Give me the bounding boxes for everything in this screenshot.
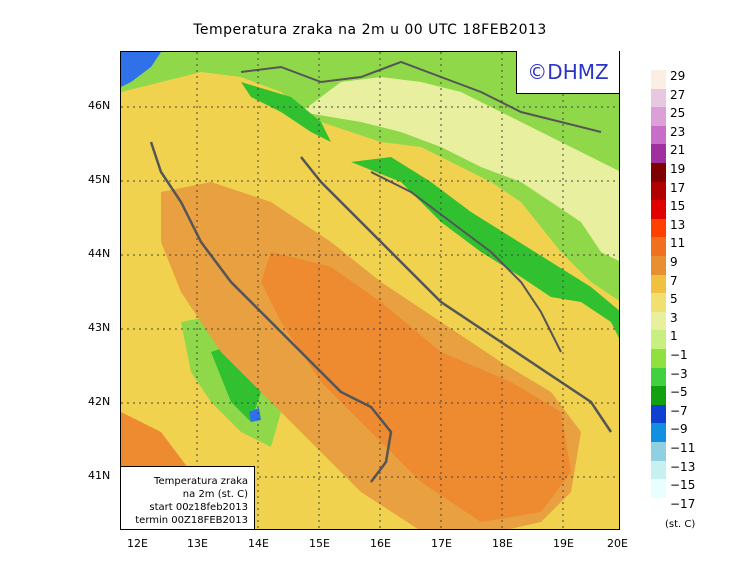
dhmz-logo: ©DHMZ xyxy=(516,51,619,94)
lon-label-12e: 12E xyxy=(127,537,148,550)
legend-swatch xyxy=(651,311,666,331)
legend-swatch xyxy=(651,107,666,126)
legend-level-label: 23 xyxy=(670,124,686,139)
legend-level-label: −5 xyxy=(670,385,688,400)
graticule xyxy=(121,52,619,529)
legend-swatch xyxy=(651,125,666,145)
map-title: Temperatura zraka na 2m u 00 UTC 18FEB20… xyxy=(193,22,547,38)
legend-swatch xyxy=(651,256,666,275)
border-line xyxy=(240,60,602,133)
info-line-4: termin 00Z18FEB2013 xyxy=(135,515,248,526)
legend-swatch xyxy=(651,442,666,461)
legend-swatch xyxy=(651,293,666,312)
legend-swatch xyxy=(651,200,666,219)
legend-swatch xyxy=(651,367,666,387)
legend-swatch xyxy=(651,349,666,368)
legend-swatch xyxy=(651,181,666,201)
info-box: Temperatura zraka na 2m (st. C) start 00… xyxy=(120,466,255,530)
alps-dark-green xyxy=(241,82,331,142)
lat-label-41n: 41N xyxy=(88,469,111,482)
lat-label-43n: 43N xyxy=(88,321,111,334)
legend-level-label: 17 xyxy=(670,180,686,195)
legend-swatch xyxy=(651,237,666,256)
legend-level-label: −7 xyxy=(670,403,688,418)
legend-swatch xyxy=(651,144,666,163)
north-cool-zone xyxy=(301,77,619,261)
legend-swatch xyxy=(651,88,666,108)
legend-swatch xyxy=(651,386,666,405)
lon-label-20e: 20E xyxy=(607,537,628,550)
legend-swatch xyxy=(651,460,666,480)
legend-level-label: 9 xyxy=(670,255,678,269)
legend-level-label: 15 xyxy=(670,199,686,214)
legend-level-label: −9 xyxy=(670,422,688,437)
info-line-3: start 00z18feb2013 xyxy=(149,502,248,513)
lon-label-16e: 16E xyxy=(370,537,391,550)
legend-level-label: −17 xyxy=(670,496,696,511)
temperature-map xyxy=(120,51,620,530)
inland-border-line xyxy=(370,171,562,353)
legend-level-label: 29 xyxy=(670,69,686,83)
legend-level-label: −11 xyxy=(670,441,696,455)
legend-level-label: 3 xyxy=(670,310,678,325)
lat-label-45n: 45N xyxy=(88,173,111,186)
legend-level-label: 19 xyxy=(670,162,686,176)
legend-swatch xyxy=(651,274,666,294)
lon-label-17e: 17E xyxy=(431,537,452,550)
legend-level-label: −1 xyxy=(670,348,688,362)
lon-label-19e: 19E xyxy=(553,537,574,550)
legend-level-label: 27 xyxy=(670,87,686,102)
lat-label-46n: 46N xyxy=(88,99,111,112)
legend-swatch xyxy=(651,423,666,442)
info-line-2: na 2m (st. C) xyxy=(182,489,248,500)
legend-swatch xyxy=(651,330,666,349)
legend-level-label: 7 xyxy=(670,273,678,288)
legend-unit: (st. C) xyxy=(665,519,696,530)
info-line-1: Temperatura zraka xyxy=(154,476,248,487)
legend-level-label: 11 xyxy=(670,236,686,251)
legend-level-label: 13 xyxy=(670,217,686,232)
legend-level-label: 1 xyxy=(670,329,678,344)
lat-label-44n: 44N xyxy=(88,247,111,260)
legend-level-label: 21 xyxy=(670,143,686,158)
legend-swatch xyxy=(651,70,666,89)
italy-coast-line xyxy=(149,141,393,483)
lon-label-14e: 14E xyxy=(248,537,269,550)
lon-label-18e: 18E xyxy=(492,537,513,550)
legend-swatch xyxy=(651,163,666,182)
legend-level-label: 25 xyxy=(670,106,686,121)
legend-swatch xyxy=(651,404,666,424)
lon-label-15e: 15E xyxy=(309,537,330,550)
legend-swatch xyxy=(651,218,666,238)
blue-corner xyxy=(121,52,161,87)
legend-level-label: −13 xyxy=(670,459,696,474)
east-coast-line xyxy=(300,156,613,433)
legend-level-label: 5 xyxy=(670,292,678,307)
legend-level-label: −15 xyxy=(670,478,696,493)
legend-swatch xyxy=(651,479,666,498)
temperature-field xyxy=(121,52,619,529)
adriatic-very-warm xyxy=(261,252,571,522)
legend-level-label: −3 xyxy=(670,366,688,381)
lat-label-42n: 42N xyxy=(88,395,111,408)
lon-label-13e: 13E xyxy=(187,537,208,550)
